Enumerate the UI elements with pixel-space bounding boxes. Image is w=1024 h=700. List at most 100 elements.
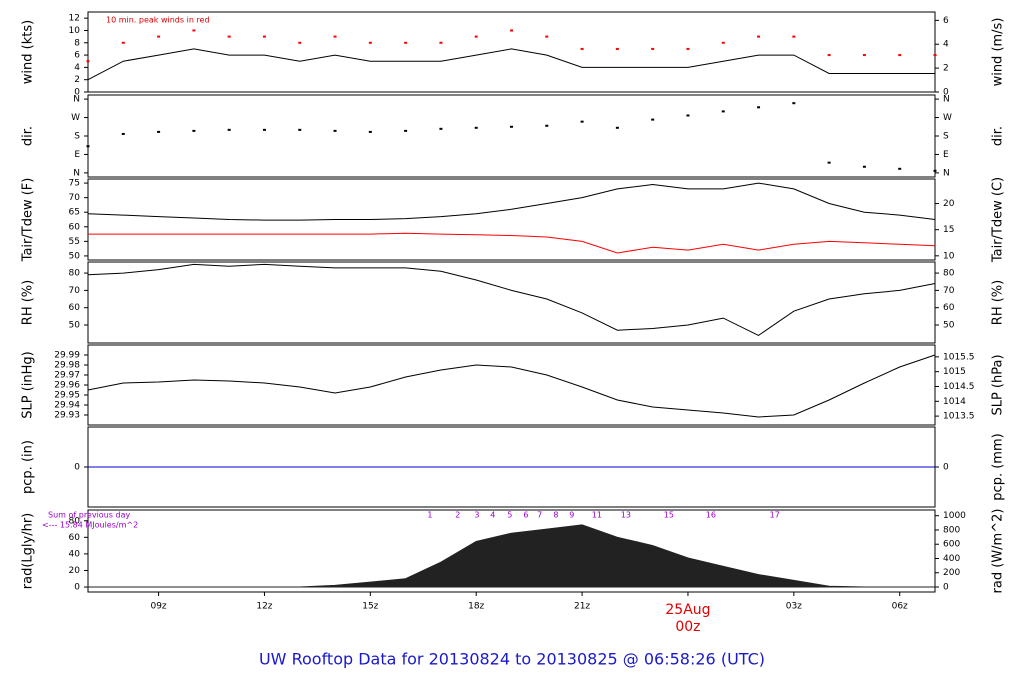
y-tick-label: 40: [69, 549, 81, 559]
y-axis-label: pcp. (in): [21, 440, 36, 494]
hour-mark: 5: [507, 511, 512, 520]
y-tick-label: 20: [69, 566, 81, 576]
data-point: [192, 129, 196, 132]
data-point: [933, 169, 937, 172]
y2-axis-label: Tair/Tdew (C): [991, 177, 1006, 263]
y2-tick-label: 1015.5: [943, 352, 975, 362]
y-tick-label: 75: [69, 179, 80, 189]
date-label: 25Aug: [665, 602, 710, 618]
hour-mark: 1: [427, 511, 432, 520]
hour-mark: 13: [621, 511, 631, 520]
y2-tick-label: 10: [943, 251, 955, 261]
y2-tick-label: 1013.5: [943, 412, 975, 422]
data-point: [474, 35, 478, 38]
y2-tick-label: 15: [943, 225, 954, 235]
y-tick-label: S: [74, 132, 80, 142]
area: [87, 524, 936, 588]
data-point: [86, 60, 90, 63]
y-tick-label: W: [71, 113, 80, 123]
y2-tick-label: 1015: [943, 367, 966, 377]
annotation: Sum of previous day: [48, 511, 130, 520]
data-point: [615, 126, 619, 129]
y-tick-label: N: [73, 168, 80, 178]
data-point: [298, 128, 302, 131]
panel-frame: [87, 178, 936, 261]
y-tick-label: 29.95: [54, 391, 80, 401]
data-point: [510, 125, 513, 128]
y2-axis-label: SLP (hPa): [991, 354, 1006, 415]
data-point: [686, 114, 690, 117]
y-tick-label: 60: [69, 303, 81, 313]
y2-axis-label: dir.: [991, 126, 1006, 146]
y2-tick-label: W: [943, 113, 952, 123]
y2-tick-label: 0: [943, 583, 949, 593]
y-tick-label: E: [74, 150, 80, 160]
hour-mark: 17: [770, 511, 780, 520]
hour-mark: 8: [553, 511, 558, 520]
y-tick-label: 29.94: [54, 401, 80, 411]
data-point: [368, 41, 372, 44]
data-point: [439, 127, 443, 130]
hour-mark: 3: [474, 511, 479, 520]
y2-tick-label: 50: [943, 321, 955, 331]
data-point: [262, 128, 266, 131]
data-point: [227, 128, 231, 131]
panel-frame: [87, 509, 936, 593]
data-point: [474, 126, 478, 129]
y2-tick-label: 1014: [943, 397, 966, 407]
y2-axis-label: wind (m/s): [991, 18, 1006, 87]
x-tick-label: 06z: [892, 602, 908, 612]
data-point: [86, 145, 90, 148]
y2-tick-label: 1014.5: [943, 382, 975, 392]
data-point: [721, 110, 725, 113]
hour-mark: 2: [455, 511, 460, 520]
y-tick-label: 0: [74, 88, 80, 98]
data-point: [227, 35, 231, 38]
data-point: [827, 54, 831, 57]
y2-tick-label: 800: [943, 525, 960, 535]
x-tick-label: 09z: [150, 602, 166, 612]
data-point: [157, 130, 161, 133]
y-tick-label: 60: [69, 533, 81, 543]
y-tick-label: 8: [74, 38, 80, 48]
data-point: [262, 35, 266, 38]
y-tick-label: 0: [74, 583, 80, 593]
y2-axis-label: RH (%): [991, 280, 1006, 325]
y2-tick-label: 0: [943, 88, 949, 98]
data-point: [792, 102, 796, 105]
y2-tick-label: 4: [943, 40, 949, 50]
y-tick-label: 50: [69, 251, 81, 261]
hour-mark: 16: [706, 511, 716, 520]
line: [87, 354, 936, 418]
y-axis-label: dir.: [21, 126, 36, 146]
data-point: [651, 118, 655, 121]
data-point: [686, 47, 690, 50]
line: [87, 182, 936, 221]
y-axis-label: wind (kts): [21, 20, 36, 84]
y-tick-label: 29.99: [54, 351, 80, 361]
data-point: [580, 47, 584, 50]
data-point: [862, 54, 866, 57]
y-tick-label: 4: [74, 63, 80, 73]
data-point: [121, 132, 125, 135]
annotation: <--- 15.84 MJoules/m^2: [42, 521, 138, 530]
y-tick-label: 60: [69, 222, 81, 232]
data-point: [157, 35, 161, 38]
data-point: [333, 129, 337, 132]
panel-frame: [87, 344, 936, 426]
y2-tick-label: 60: [943, 303, 955, 313]
y-tick-label: 6: [74, 51, 80, 61]
data-point: [757, 106, 761, 109]
y-tick-label: 80: [69, 269, 81, 279]
y-tick-label: 10: [69, 26, 81, 36]
x-tick-label: 15z: [362, 602, 378, 612]
data-point: [827, 161, 831, 164]
line: [87, 48, 935, 81]
y-axis-label: RH (%): [21, 280, 36, 325]
y2-tick-label: 2: [943, 64, 949, 74]
y2-tick-label: 80: [943, 269, 955, 279]
panel-frame: [87, 94, 936, 178]
hour-mark: 7: [537, 511, 542, 520]
panel-frame: [87, 11, 936, 93]
x-tick-label: 12z: [256, 602, 272, 612]
